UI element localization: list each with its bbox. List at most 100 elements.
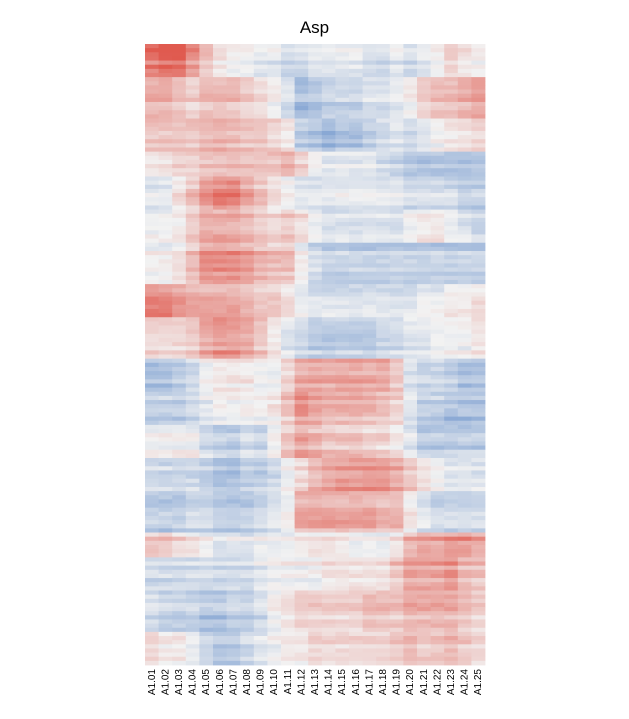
heatmap-cell xyxy=(389,93,404,99)
heatmap-cell xyxy=(349,648,363,653)
heatmap-cell xyxy=(158,213,173,219)
heatmap-cell xyxy=(158,201,173,206)
heatmap-cell xyxy=(199,358,214,364)
heatmap-cell xyxy=(213,329,227,335)
heatmap-cell xyxy=(308,429,323,434)
heatmap-cell xyxy=(471,515,486,521)
heatmap-cell xyxy=(281,296,295,302)
heatmap-cell xyxy=(226,536,241,542)
heatmap-cell xyxy=(376,135,391,140)
heatmap-cell xyxy=(226,590,241,596)
heatmap-cell xyxy=(471,474,486,480)
heatmap-cell xyxy=(199,159,214,165)
heatmap-cell xyxy=(362,110,377,115)
heatmap-cell xyxy=(145,52,159,57)
heatmap-cell xyxy=(308,308,323,314)
heatmap-cell xyxy=(185,652,200,658)
heatmap-cell xyxy=(172,404,187,409)
heatmap-cell xyxy=(430,404,445,409)
heatmap-cell xyxy=(389,337,404,343)
heatmap-cell xyxy=(281,238,295,244)
heatmap-cell xyxy=(213,358,227,364)
heatmap-cell xyxy=(430,342,445,347)
heatmap-cell xyxy=(267,358,282,364)
heatmap-cell xyxy=(321,346,336,351)
heatmap-cell xyxy=(145,317,159,322)
heatmap-cell xyxy=(403,64,418,70)
heatmap-cell xyxy=(376,110,391,115)
heatmap-cell xyxy=(145,209,159,215)
heatmap-cell xyxy=(267,213,282,219)
heatmap-cell xyxy=(199,56,214,61)
heatmap-cell xyxy=(308,631,323,637)
heatmap-cell xyxy=(335,188,350,194)
heatmap-cell xyxy=(253,263,268,268)
heatmap-cell xyxy=(471,395,486,401)
heatmap-cell xyxy=(349,126,363,132)
heatmap-cell xyxy=(417,81,431,86)
x-tick-label: A1.08 xyxy=(242,669,253,696)
heatmap-cell xyxy=(213,226,227,231)
heatmap-cell xyxy=(362,366,377,372)
heatmap-cell xyxy=(389,56,404,61)
heatmap-cell xyxy=(267,263,282,268)
heatmap-cell xyxy=(185,656,200,662)
heatmap-cell xyxy=(321,445,336,451)
heatmap-cell xyxy=(457,188,472,194)
heatmap-cell xyxy=(281,213,295,219)
heatmap-cell xyxy=(362,354,377,360)
heatmap-cell xyxy=(185,188,200,194)
heatmap-cell xyxy=(389,433,404,438)
heatmap-cell xyxy=(417,230,431,235)
heatmap-cell xyxy=(417,279,431,285)
heatmap-cell xyxy=(158,507,173,513)
heatmap-cell xyxy=(335,176,350,182)
heatmap-cell xyxy=(294,85,309,90)
heatmap-cell xyxy=(240,482,255,488)
heatmap-cell xyxy=(281,110,295,115)
heatmap-cell xyxy=(199,462,214,467)
heatmap-cell xyxy=(281,549,295,554)
heatmap-cell xyxy=(281,437,295,442)
heatmap-cell xyxy=(240,503,255,509)
heatmap-cell xyxy=(240,93,255,99)
heatmap-cell xyxy=(376,246,391,252)
heatmap-cell xyxy=(321,251,336,256)
heatmap-cell xyxy=(267,118,282,124)
x-tick-label: A1.02 xyxy=(160,669,171,696)
heatmap-cell xyxy=(185,429,200,434)
heatmap-cell xyxy=(281,573,295,579)
heatmap-cell xyxy=(240,238,255,244)
heatmap-cell xyxy=(308,449,323,455)
heatmap-cell xyxy=(321,56,336,61)
heatmap-cell xyxy=(253,573,268,579)
heatmap-cell xyxy=(471,259,486,264)
heatmap-cell xyxy=(145,524,159,529)
heatmap-cell xyxy=(199,337,214,343)
x-tick-label: A1.25 xyxy=(473,669,484,696)
heatmap-cell xyxy=(362,263,377,268)
heatmap-cell xyxy=(267,565,282,571)
heatmap-cell xyxy=(389,180,404,186)
heatmap-cell xyxy=(349,383,363,389)
heatmap-cell xyxy=(376,296,391,302)
heatmap-cell xyxy=(457,259,472,264)
heatmap-cell xyxy=(457,437,472,442)
heatmap-cell xyxy=(158,93,173,99)
heatmap-cell xyxy=(158,333,173,339)
heatmap-cell xyxy=(308,304,323,310)
heatmap-cell xyxy=(145,342,159,347)
heatmap-cell xyxy=(376,217,391,223)
heatmap-cell xyxy=(199,292,214,297)
heatmap-cell xyxy=(213,217,227,223)
heatmap-cell xyxy=(185,449,200,455)
heatmap-cell xyxy=(403,263,418,268)
heatmap-cell xyxy=(281,590,295,596)
heatmap-cell xyxy=(267,242,282,248)
heatmap-cell xyxy=(158,656,173,662)
heatmap-cell xyxy=(444,362,459,368)
heatmap-cell xyxy=(403,660,418,666)
heatmap-cell xyxy=(308,197,323,202)
heatmap-cell xyxy=(362,135,377,140)
heatmap-cell xyxy=(172,433,187,438)
